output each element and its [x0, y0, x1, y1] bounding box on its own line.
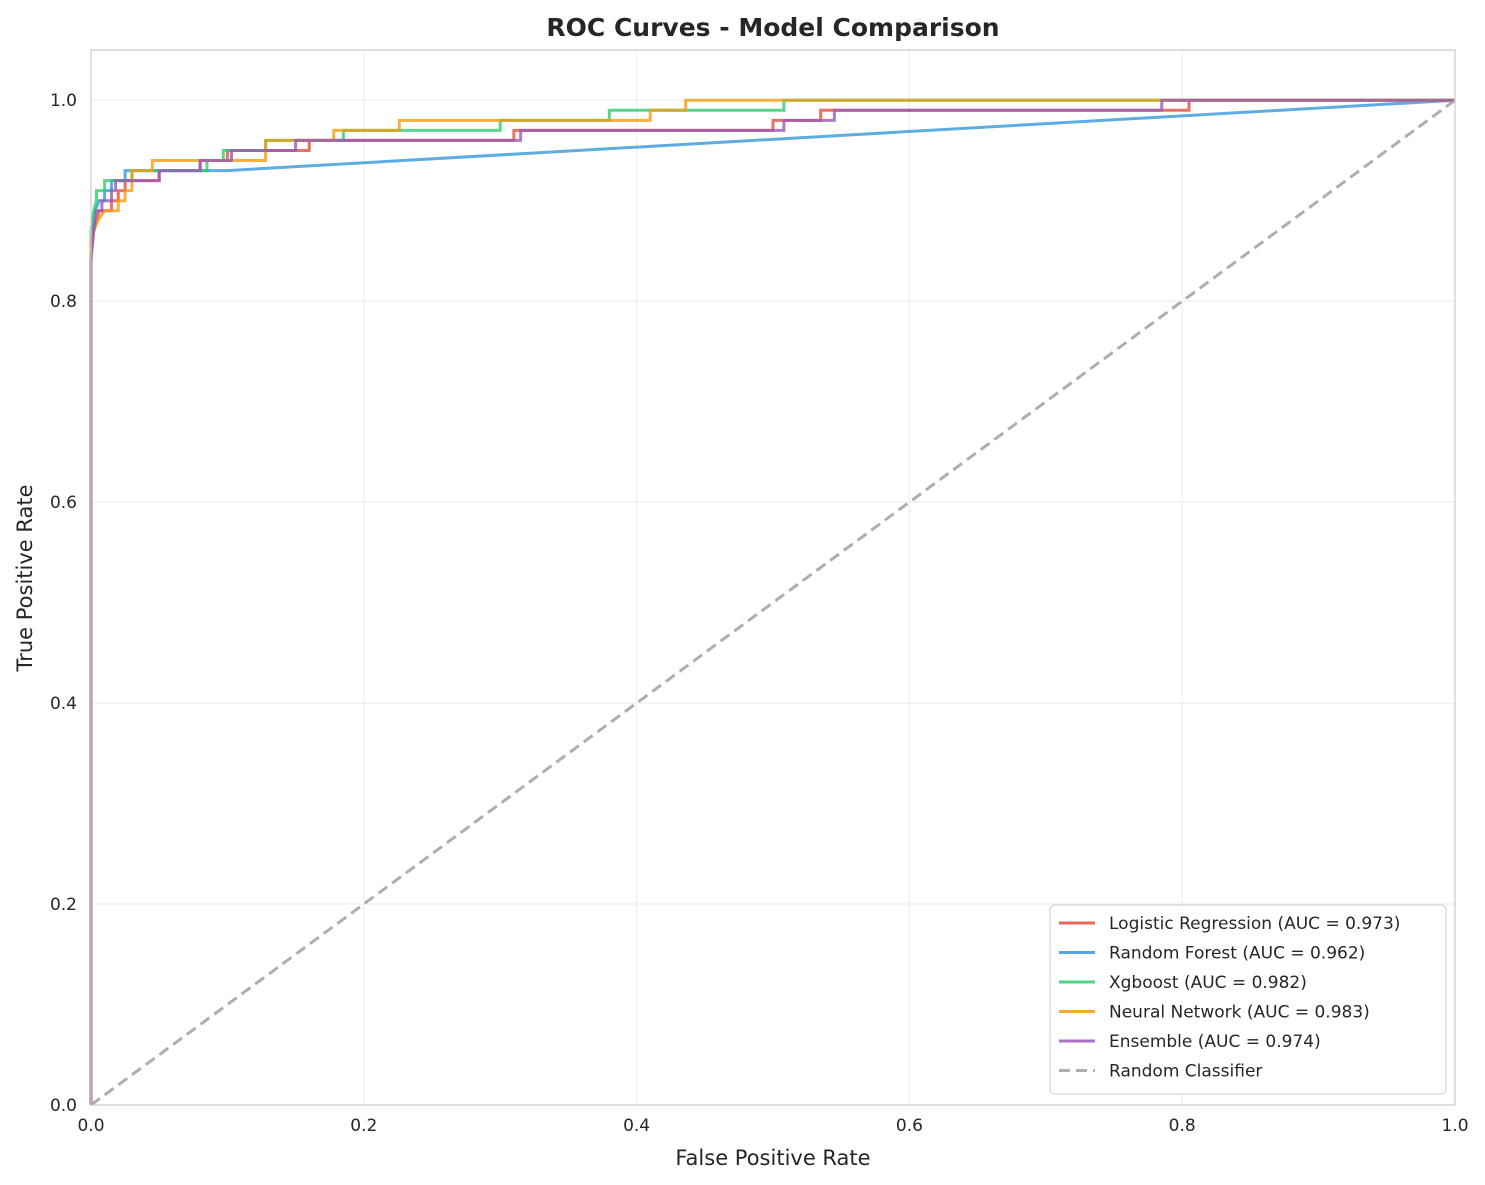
x-ticks: 0.0 0.2 0.4 0.6 0.8 1.0 — [77, 1116, 1468, 1136]
x-tick-label: 0.4 — [623, 1116, 650, 1136]
x-tick-label: 0.8 — [1169, 1116, 1196, 1136]
legend-label: Random Classifier — [1109, 1062, 1262, 1082]
legend-label: Xgboost (AUC = 0.982) — [1109, 973, 1307, 993]
legend: Logistic Regression (AUC = 0.973) Random … — [1049, 904, 1447, 1095]
series-line-4 — [89, 98, 1455, 1105]
legend-box — [1049, 904, 1447, 1095]
series-lines — [89, 98, 1456, 1107]
y-tick-label: 0.6 — [50, 493, 77, 513]
series-line-5 — [89, 98, 1455, 1105]
legend-label: Ensemble (AUC = 0.974) — [1109, 1032, 1321, 1052]
x-axis-label: False Positive Rate — [675, 1146, 870, 1170]
series-line-3 — [89, 98, 1455, 1105]
y-tick-label: 0.2 — [50, 895, 77, 915]
legend-label: Neural Network (AUC = 0.983) — [1109, 1003, 1370, 1023]
x-tick-label: 0.0 — [77, 1116, 104, 1136]
y-tick-label: 0.4 — [50, 694, 77, 714]
legend-label: Logistic Regression (AUC = 0.973) — [1109, 914, 1400, 934]
y-ticks: 0.0 0.2 0.4 0.6 0.8 1.0 — [50, 91, 77, 1116]
x-tick-label: 1.0 — [1441, 1116, 1468, 1136]
x-tick-label: 0.2 — [350, 1116, 377, 1136]
x-tick-label: 0.6 — [896, 1116, 923, 1136]
y-axis-label: True Positive Rate — [13, 484, 37, 672]
plot-frame — [90, 49, 1456, 1106]
y-tick-label: 1.0 — [50, 91, 77, 111]
y-tick-label: 0.0 — [50, 1096, 77, 1116]
series-line-6 — [90, 99, 1456, 1107]
chart-title: ROC Curves - Model Comparison — [546, 13, 999, 42]
legend-label: Random Forest (AUC = 0.962) — [1109, 944, 1365, 964]
y-tick-label: 0.8 — [50, 292, 77, 312]
